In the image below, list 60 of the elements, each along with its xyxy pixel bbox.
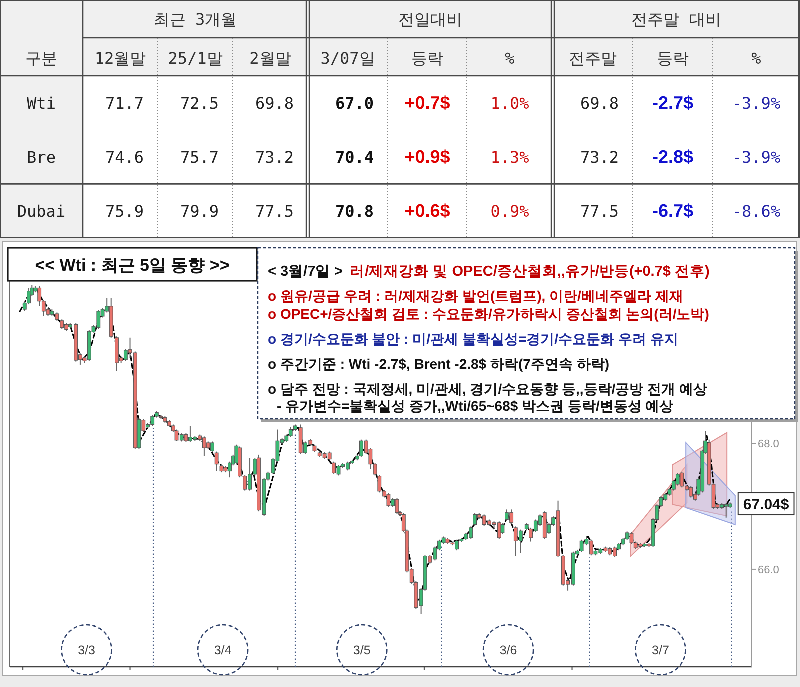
annotation: o 원유/공급 우려 : 러/제재강화 발언(트럼프), 이란/베네주엘라 제재 (268, 288, 684, 304)
x-tick-label: 3/5 (353, 644, 371, 658)
annotation: o OPEC+/증산철회 검토 : 수요둔화/유가하락시 증산철회 논의(러/노박) (268, 306, 710, 322)
data-label: 69.8 (255, 94, 294, 113)
data-label: 74.6 (105, 148, 144, 167)
y-tick-label: 68.0 (758, 438, 780, 451)
data-label: +0.6$ (404, 201, 450, 221)
text: 2월말 (250, 49, 292, 68)
data-label: 70.4 (335, 148, 374, 167)
data-label: -8.6% (732, 202, 781, 221)
text: % (752, 49, 762, 68)
data-label: 72.5 (180, 94, 219, 113)
data-label: 79.9 (180, 202, 219, 221)
category-label: Dubai (17, 202, 66, 221)
data-label: 75.9 (105, 202, 144, 221)
data-label: 77.5 (255, 202, 294, 221)
text: % (505, 49, 516, 68)
text: 25/1말 (168, 49, 223, 68)
x-tick-label: 3/3 (78, 644, 96, 658)
data-label: 71.7 (105, 94, 144, 113)
text: 러/제재강화 및 OPEC/증산철회,,유가/반등(+0.7$ 전후) (350, 264, 710, 280)
text: 3/07일 (320, 49, 376, 68)
data-label: 0.9% (490, 202, 530, 221)
text: 등락 (412, 49, 444, 68)
data-label: 73.2 (580, 148, 619, 167)
data-label: -3.9% (732, 94, 781, 113)
data-label: 69.8 (580, 94, 619, 113)
data-label: +0.9$ (404, 147, 450, 167)
category-label: Bre (27, 148, 56, 167)
text: 최근 3개월 (154, 10, 238, 29)
x-tick-label: 3/6 (500, 644, 518, 658)
annotation: - 유가변수=불확실성 증가,,Wti/65~68$ 박스권 등락/변동성 예상 (277, 398, 674, 414)
y-tick-label: 66.0 (758, 564, 780, 576)
x-tick-label: 3/4 (214, 644, 232, 658)
annotation: o 담주 전망 : 국제정세, 미/관세, 경기/수요동향 등,,등락/공방 전개 예상 (268, 381, 708, 397)
x-tick-label: 3/7 (652, 644, 670, 658)
text: 전일대비 (398, 10, 462, 29)
data-label: -2.8$ (652, 147, 694, 167)
category-label: Wti (27, 94, 56, 113)
text: < 3월/7일 > (268, 264, 344, 280)
text: 등락 (657, 49, 689, 68)
data-label: -2.7$ (652, 93, 694, 113)
text: 구분 (26, 49, 58, 68)
data-label: 73.2 (255, 148, 294, 167)
annotation: o 주간기준 : Wti -2.7$, Brent -2.8$ 하락(7주연속 하락) (268, 356, 610, 372)
annotation: o 경기/수요둔화 불안 : 미/관세 불확실성=경기/수요둔화 우려 유지 (268, 331, 678, 347)
data-label: 70.8 (335, 202, 374, 221)
chart-title: << Wti : 최근 5일 동향 >> (35, 256, 230, 275)
text: 전주말 (569, 49, 617, 68)
data-label: -3.9% (732, 148, 781, 167)
data-label: 1.0% (490, 94, 530, 113)
data-label: 67.0 (335, 94, 374, 113)
data-label: 75.7 (180, 148, 219, 167)
data-label: 77.5 (580, 202, 619, 221)
data-label: +0.7$ (404, 93, 450, 113)
annotation: 67.04$ (743, 496, 790, 514)
data-label: 1.3% (490, 148, 530, 167)
text: 12월말 (94, 49, 146, 68)
text: 전주말 대비 (632, 10, 722, 29)
data-label: -6.7$ (652, 201, 694, 221)
